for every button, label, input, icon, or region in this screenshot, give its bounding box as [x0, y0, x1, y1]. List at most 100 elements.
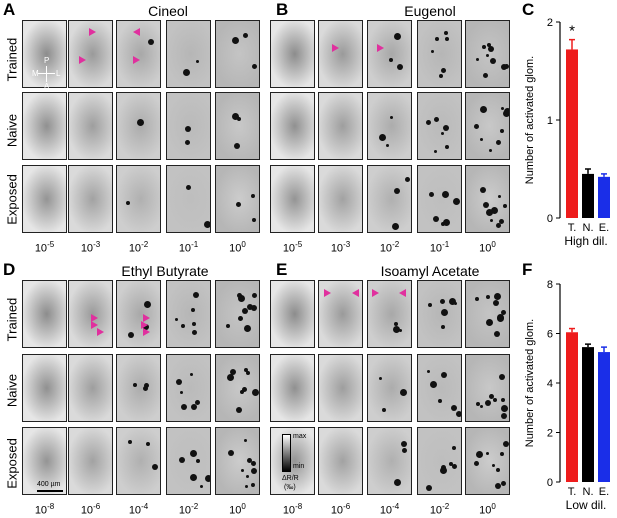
glomerulus-spot [247, 303, 254, 310]
glomerulus-spot [442, 191, 450, 199]
glomerulus-spot [378, 376, 382, 380]
glomerulus-spot [185, 140, 190, 146]
glomerulus-spot [479, 105, 487, 113]
glomerulus-spot [245, 484, 249, 488]
glomerulus-spot [228, 450, 235, 457]
glomerulus-spot [438, 398, 443, 403]
glomerulus-spot [190, 372, 194, 376]
glomerulus-spot [492, 463, 496, 467]
glomerulus-spot [486, 208, 494, 216]
imaging-tile [417, 165, 462, 233]
glomerulus-spot [433, 150, 437, 153]
glomerulus-spot [427, 370, 431, 374]
imaging-tile [22, 280, 67, 348]
glomerulus-spot [485, 295, 490, 300]
imaging-tile [270, 280, 315, 348]
glomerulus-spot [438, 74, 443, 79]
glomerulus-spot [195, 59, 199, 63]
glomerulus-spot [127, 440, 132, 445]
imaging-tile [367, 427, 412, 495]
glomerulus-spot [445, 144, 450, 149]
glomerulus-spot [242, 308, 249, 315]
chart-f: 0 2 4 6 8 Number of activated glom. T. N. E.Low … [524, 279, 610, 512]
concentration-label: 10-6 [80, 502, 101, 517]
row-label-exposed-bottom: Exposed [4, 438, 20, 489]
glomerulus-spot [379, 133, 387, 141]
glomerulus-spot [402, 448, 408, 453]
arrowhead-icon [399, 289, 406, 297]
glomerulus-spot [243, 325, 251, 333]
glomerulus-spot [126, 200, 131, 205]
imaging-tile [270, 354, 315, 422]
colorbar: max min ΔR/R (‰) [282, 432, 322, 492]
glomerulus-spot [391, 222, 399, 230]
glomerulus-spot [496, 467, 501, 472]
glomerulus-spot [490, 57, 497, 64]
glomerulus-spot [440, 132, 444, 136]
glomerulus-spot [486, 54, 490, 58]
glomerulus-spot [493, 397, 498, 402]
imaging-tile [318, 165, 363, 233]
glomerulus-spot [388, 57, 393, 62]
imaging-tile [465, 20, 510, 88]
glomerulus-spot [475, 297, 480, 302]
imaging-tile [22, 92, 67, 160]
glomerulus-spot [229, 368, 236, 375]
imaging-tile [215, 280, 260, 348]
glomerulus-spot [500, 412, 507, 419]
glomerulus-spot [503, 107, 509, 115]
glomerulus-spot [494, 482, 501, 489]
arrowhead-icon [143, 314, 150, 322]
glomerulus-spot [190, 450, 198, 458]
colorbar-min: min [293, 463, 305, 470]
glomerulus-spot [232, 36, 240, 44]
x-axis-label: Low dil. [566, 498, 607, 512]
arrowhead-icon [372, 289, 379, 297]
glomerulus-spot [479, 137, 483, 141]
imaging-tile [68, 20, 113, 88]
glomerulus-spot [432, 216, 439, 223]
imaging-tile [116, 165, 161, 233]
glomerulus-spot [428, 303, 433, 308]
concentration-label: 10-8 [282, 502, 303, 517]
imaging-tile [417, 354, 462, 422]
concentration-label: 10-1 [178, 240, 199, 255]
glomerulus-spot [241, 469, 245, 473]
concentration-label: 100 [229, 502, 246, 517]
glomerulus-spot [429, 192, 435, 198]
row-label-naive-top: Naive [4, 113, 20, 148]
orientation-cross: P M L A [32, 56, 62, 91]
arrowhead-icon [332, 44, 339, 52]
y-tick-label: 4 [547, 378, 553, 390]
imaging-tile [318, 427, 363, 495]
panel-e-title: Isoamyl Acetate [380, 263, 480, 279]
concentration-label: 10-4 [379, 502, 400, 517]
arrowhead-icon [377, 44, 384, 52]
glomerulus-spot [394, 187, 401, 194]
glomerulus-spot [393, 321, 398, 326]
glomerulus-spot [449, 297, 456, 305]
glomerulus-spot [392, 325, 400, 333]
orientation-m: M [32, 69, 39, 78]
glomerulus-spot [236, 292, 242, 298]
category-label: T. [568, 486, 577, 498]
imaging-tile [166, 354, 211, 422]
y-tick-label: 0 [547, 213, 553, 225]
imaging-tile [68, 354, 113, 422]
glomerulus-spot [440, 298, 446, 304]
concentration-label: 10-6 [330, 502, 351, 517]
imaging-tile [166, 165, 211, 233]
arrowhead-icon [91, 314, 98, 322]
glomerulus-spot [251, 304, 258, 311]
glomerulus-spot [251, 218, 256, 223]
arrowhead-icon [133, 56, 140, 64]
bar [598, 352, 610, 482]
category-label: N. [583, 222, 594, 234]
glomerulus-spot [128, 331, 135, 338]
panel-d-title: Ethyl Butyrate [121, 263, 209, 279]
glomerulus-spot [386, 144, 390, 148]
imaging-tile [22, 20, 67, 88]
glomerulus-spot [143, 300, 151, 308]
glomerulus-spot [495, 139, 501, 145]
imaging-tile [68, 92, 113, 160]
